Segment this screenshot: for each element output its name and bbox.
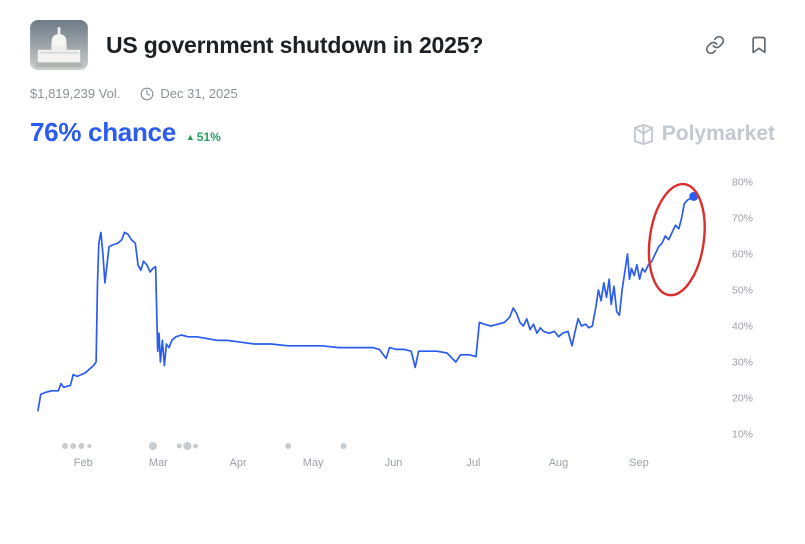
probability-chart[interactable]: 80% 70% 60% 50% 40% 30% 20% 10% Feb Mar Apr May Jun J…	[30, 162, 775, 474]
market-meta: $1,819,239 Vol. Dec 31, 2025	[30, 86, 775, 101]
svg-text:20%: 20%	[732, 393, 753, 405]
volume-label: $1,819,239 Vol.	[30, 86, 121, 101]
svg-text:Apr: Apr	[230, 457, 247, 469]
svg-text:Aug: Aug	[549, 457, 569, 469]
market-header: US government shutdown in 2025?	[30, 20, 775, 70]
polymarket-watermark: Polymarket	[632, 122, 775, 146]
delta-value: 51%	[196, 130, 221, 144]
chance-value: 76% chance	[30, 117, 176, 147]
svg-text:80%: 80%	[732, 177, 753, 189]
svg-text:Feb: Feb	[74, 457, 93, 469]
svg-text:Mar: Mar	[149, 457, 168, 469]
svg-text:30%: 30%	[732, 357, 753, 369]
svg-text:50%: 50%	[732, 285, 753, 297]
svg-text:60%: 60%	[732, 249, 753, 261]
svg-text:70%: 70%	[732, 213, 753, 225]
svg-text:40%: 40%	[732, 321, 753, 333]
svg-text:Jul: Jul	[466, 457, 480, 469]
capitol-image	[30, 20, 88, 70]
svg-text:May: May	[303, 457, 324, 469]
header-actions	[705, 35, 775, 55]
chart-svg[interactable]: 80% 70% 60% 50% 40% 30% 20% 10% Feb Mar Apr May Jun J…	[30, 162, 775, 474]
svg-text:10%: 10%	[732, 429, 753, 441]
svg-text:Sep: Sep	[629, 457, 649, 469]
chance-row: 76% chance ▲ 51% Polymarket	[30, 117, 775, 148]
end-date-label: Dec 31, 2025	[160, 86, 238, 101]
bookmark-icon[interactable]	[749, 35, 769, 55]
delta-up-icon: ▲	[185, 131, 195, 142]
market-title: US government shutdown in 2025?	[106, 31, 484, 58]
market-thumbnail	[30, 20, 88, 70]
share-link-icon[interactable]	[705, 35, 725, 55]
clock-icon	[140, 87, 154, 101]
polymarket-logo-icon	[632, 123, 655, 146]
chance-delta: ▲ 51%	[186, 130, 221, 144]
polymarket-label: Polymarket	[661, 122, 775, 145]
svg-text:Jun: Jun	[385, 457, 403, 469]
